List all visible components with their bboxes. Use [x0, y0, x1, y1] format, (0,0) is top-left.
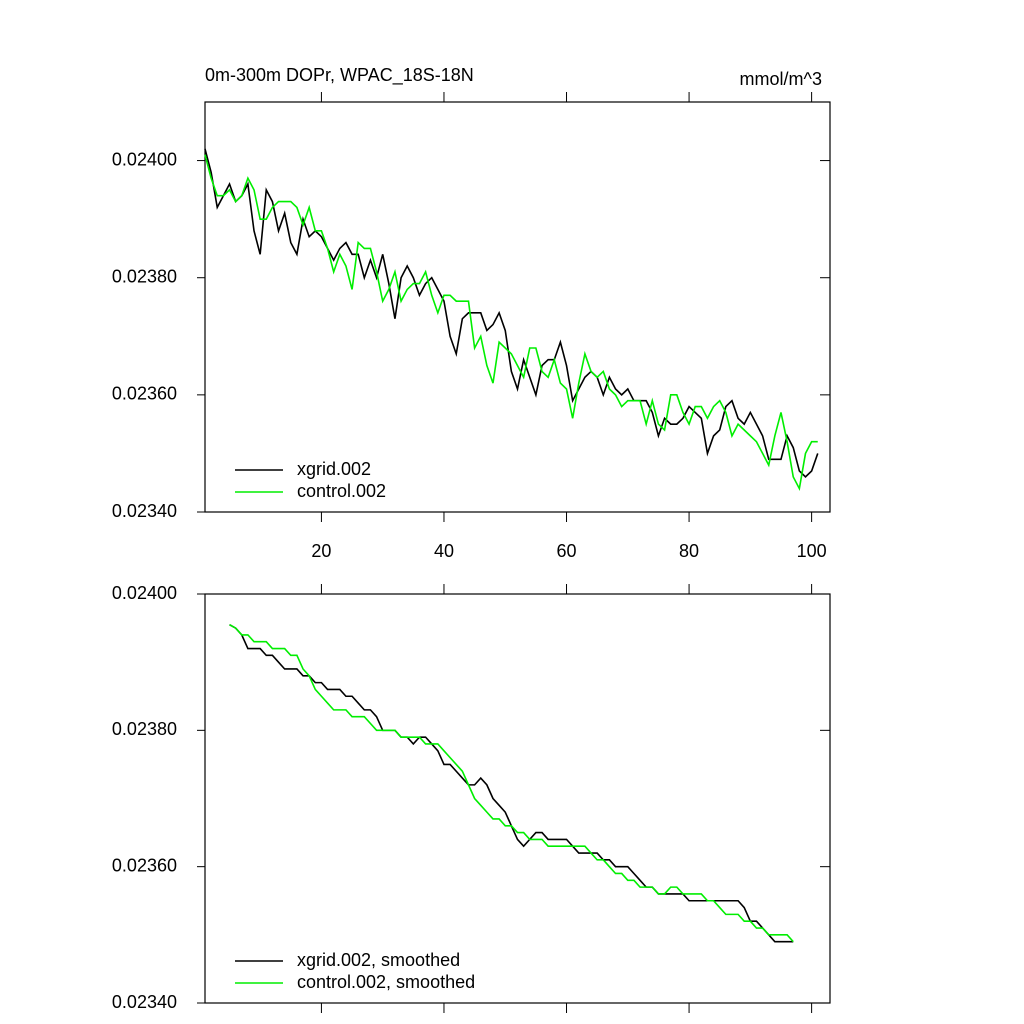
legend-label: control.002, smoothed: [297, 972, 475, 992]
series-line: [229, 623, 794, 943]
legend-label: xgrid.002: [297, 459, 371, 479]
y-tick-label: 0.02380: [112, 719, 177, 739]
units-label: mmol/m^3: [740, 69, 822, 89]
y-tick-label: 0.02340: [112, 992, 177, 1012]
y-tick-label: 0.02400: [112, 583, 177, 603]
legend-label: xgrid.002, smoothed: [297, 950, 460, 970]
y-tick-label: 0.02400: [112, 149, 177, 169]
x-tick-label: 60: [557, 541, 577, 561]
y-tick-label: 0.02340: [112, 501, 177, 521]
series-line: [204, 148, 819, 478]
plot-frame: [204, 593, 831, 1004]
x-tick-label: 40: [434, 541, 454, 561]
x-tick-label: 100: [797, 541, 827, 561]
chart-title: 0m-300m DOPr, WPAC_18S-18N: [205, 65, 474, 86]
series-line: [204, 154, 818, 492]
x-tick-label: 80: [679, 541, 699, 561]
x-tick-label: 20: [311, 541, 331, 561]
series-line: [229, 623, 794, 943]
y-tick-label: 0.02360: [112, 855, 177, 875]
y-tick-label: 0.02380: [112, 266, 177, 286]
legend-label: control.002: [297, 481, 386, 501]
y-tick-label: 0.02360: [112, 384, 177, 404]
plot-frame: [204, 101, 831, 513]
